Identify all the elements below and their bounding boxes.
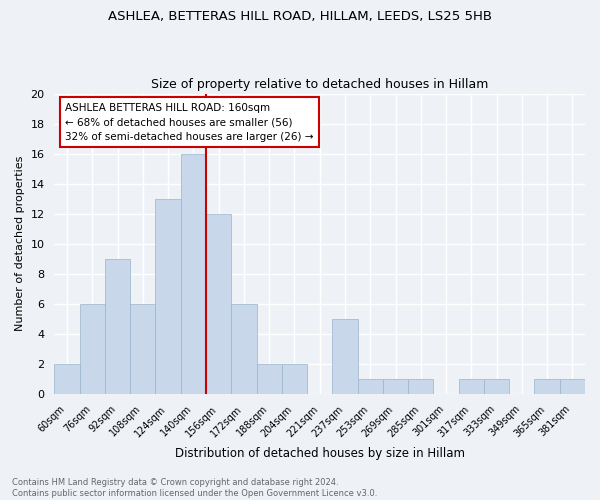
Bar: [206, 214, 231, 394]
Bar: [458, 379, 484, 394]
Bar: [484, 379, 509, 394]
Text: ASHLEA BETTERAS HILL ROAD: 160sqm
← 68% of detached houses are smaller (56)
32% : ASHLEA BETTERAS HILL ROAD: 160sqm ← 68% …: [65, 102, 314, 142]
Bar: [155, 198, 181, 394]
Bar: [257, 364, 282, 394]
Bar: [383, 379, 408, 394]
Bar: [105, 259, 130, 394]
Bar: [332, 319, 358, 394]
Bar: [282, 364, 307, 394]
Y-axis label: Number of detached properties: Number of detached properties: [15, 156, 25, 332]
Bar: [181, 154, 206, 394]
Text: Contains HM Land Registry data © Crown copyright and database right 2024.
Contai: Contains HM Land Registry data © Crown c…: [12, 478, 377, 498]
Text: ASHLEA, BETTERAS HILL ROAD, HILLAM, LEEDS, LS25 5HB: ASHLEA, BETTERAS HILL ROAD, HILLAM, LEED…: [108, 10, 492, 23]
X-axis label: Distribution of detached houses by size in Hillam: Distribution of detached houses by size …: [175, 447, 465, 460]
Bar: [560, 379, 585, 394]
Bar: [535, 379, 560, 394]
Title: Size of property relative to detached houses in Hillam: Size of property relative to detached ho…: [151, 78, 488, 91]
Bar: [231, 304, 257, 394]
Bar: [55, 364, 80, 394]
Bar: [130, 304, 155, 394]
Bar: [80, 304, 105, 394]
Bar: [408, 379, 433, 394]
Bar: [358, 379, 383, 394]
